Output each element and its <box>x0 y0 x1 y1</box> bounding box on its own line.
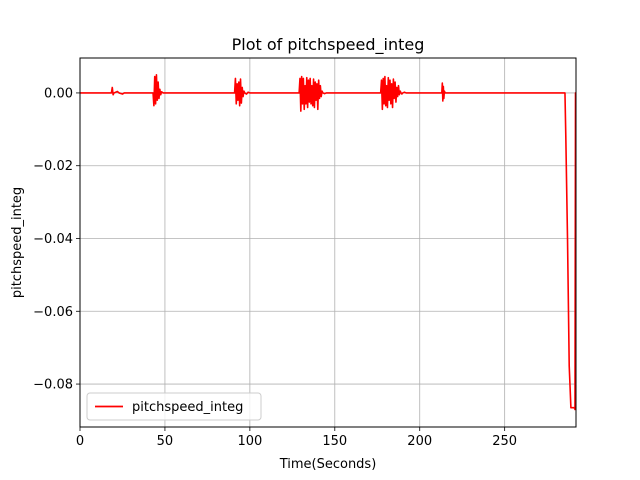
y-ticks: 0.00 −0.02 −0.04 −0.06 −0.08 <box>33 86 80 393</box>
grid-lines <box>79 58 576 427</box>
series-line <box>80 73 576 411</box>
x-tick-label: 0 <box>76 434 84 449</box>
y-tick-label: 0.00 <box>44 86 73 101</box>
x-axis-label: Time(Seconds) <box>279 457 377 472</box>
y-tick-label: −0.02 <box>33 159 73 174</box>
y-tick-label: −0.06 <box>33 305 73 320</box>
y-tick-label: −0.08 <box>33 378 73 393</box>
x-tick-label: 200 <box>407 434 432 449</box>
plot-lines <box>80 73 576 411</box>
legend-label: pitchspeed_integ <box>132 400 243 415</box>
x-tick-label: 50 <box>157 434 174 449</box>
y-axis-label: pitchspeed_integ <box>10 187 25 298</box>
x-tick-label: 100 <box>237 434 262 449</box>
chart-title: Plot of pitchspeed_integ <box>232 35 425 55</box>
x-ticks: 0 50 100 150 200 250 <box>76 427 517 449</box>
legend-box <box>86 392 262 421</box>
axes-frame <box>79 57 577 428</box>
x-tick-label: 150 <box>322 434 347 449</box>
x-tick-label: 250 <box>492 434 517 449</box>
y-tick-label: −0.04 <box>33 232 73 247</box>
legend: pitchspeed_integ <box>86 392 262 421</box>
